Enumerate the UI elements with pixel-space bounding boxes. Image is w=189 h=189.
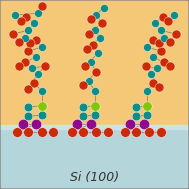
Point	[152, 82, 155, 85]
Point	[159, 131, 162, 134]
Point	[40, 104, 43, 107]
Point	[142, 122, 145, 125]
Point	[76, 122, 79, 125]
Point	[152, 38, 155, 41]
Point	[14, 14, 17, 17]
Point	[33, 82, 36, 85]
Point	[17, 65, 20, 68]
Point	[17, 40, 20, 43]
Point	[82, 84, 85, 87]
Point	[36, 12, 39, 15]
Point	[91, 44, 94, 47]
Point	[159, 50, 162, 53]
Point	[157, 42, 160, 45]
Point	[146, 46, 149, 49]
Point	[169, 40, 172, 43]
Point	[40, 46, 43, 49]
Point	[135, 115, 138, 118]
Point	[93, 114, 96, 117]
Point	[163, 36, 166, 39]
Point	[106, 131, 109, 134]
Text: Si (100): Si (100)	[70, 171, 119, 184]
Point	[34, 122, 37, 125]
Point	[40, 131, 43, 134]
Point	[102, 6, 105, 9]
Point	[40, 4, 43, 7]
Point	[95, 70, 98, 73]
Point	[27, 131, 30, 134]
Point	[152, 55, 155, 58]
Point	[23, 61, 26, 64]
Point	[89, 122, 92, 125]
Point	[84, 65, 87, 68]
Point	[36, 72, 39, 75]
Point	[44, 65, 47, 68]
Point	[161, 15, 164, 19]
Point	[93, 104, 96, 107]
Point	[27, 50, 30, 53]
Point	[87, 80, 90, 83]
Point	[146, 104, 149, 107]
Point	[93, 89, 96, 92]
Point	[34, 55, 37, 58]
Point	[85, 48, 88, 51]
Point	[148, 131, 151, 134]
Point	[23, 36, 26, 39]
Point	[40, 114, 43, 117]
Point	[82, 131, 85, 134]
Point	[31, 67, 34, 70]
Point	[27, 87, 30, 90]
Point	[172, 14, 175, 17]
Point	[144, 65, 147, 68]
Point	[19, 19, 22, 22]
Point	[174, 33, 177, 36]
Point	[40, 89, 43, 92]
Point	[89, 61, 92, 64]
Point	[27, 115, 30, 118]
Point	[155, 67, 158, 70]
Point	[146, 89, 149, 92]
Point	[163, 61, 166, 64]
Point	[25, 15, 28, 19]
Point	[101, 21, 104, 24]
Point	[12, 33, 15, 36]
Point	[150, 72, 153, 75]
Point	[159, 29, 162, 32]
Point	[82, 115, 85, 118]
Point	[89, 17, 92, 20]
Point	[34, 38, 37, 41]
Point	[70, 131, 73, 134]
Bar	[0, 129, 189, 189]
Point	[51, 131, 54, 134]
Point	[153, 21, 156, 24]
Point	[135, 131, 138, 134]
Point	[33, 21, 36, 24]
Point	[129, 122, 132, 125]
Point	[95, 131, 98, 134]
Point	[93, 29, 96, 32]
Point	[27, 105, 30, 108]
Point	[82, 105, 85, 108]
Point	[123, 131, 126, 134]
Point	[15, 131, 19, 134]
Point	[95, 14, 98, 17]
Point	[29, 42, 32, 45]
Point	[167, 19, 170, 22]
Point	[99, 36, 102, 39]
Point	[169, 65, 172, 68]
Point	[97, 51, 100, 54]
Point	[146, 114, 149, 117]
Point	[27, 29, 30, 32]
Point	[87, 33, 90, 36]
Point	[157, 85, 160, 88]
Point	[21, 122, 24, 125]
Point	[135, 105, 138, 108]
